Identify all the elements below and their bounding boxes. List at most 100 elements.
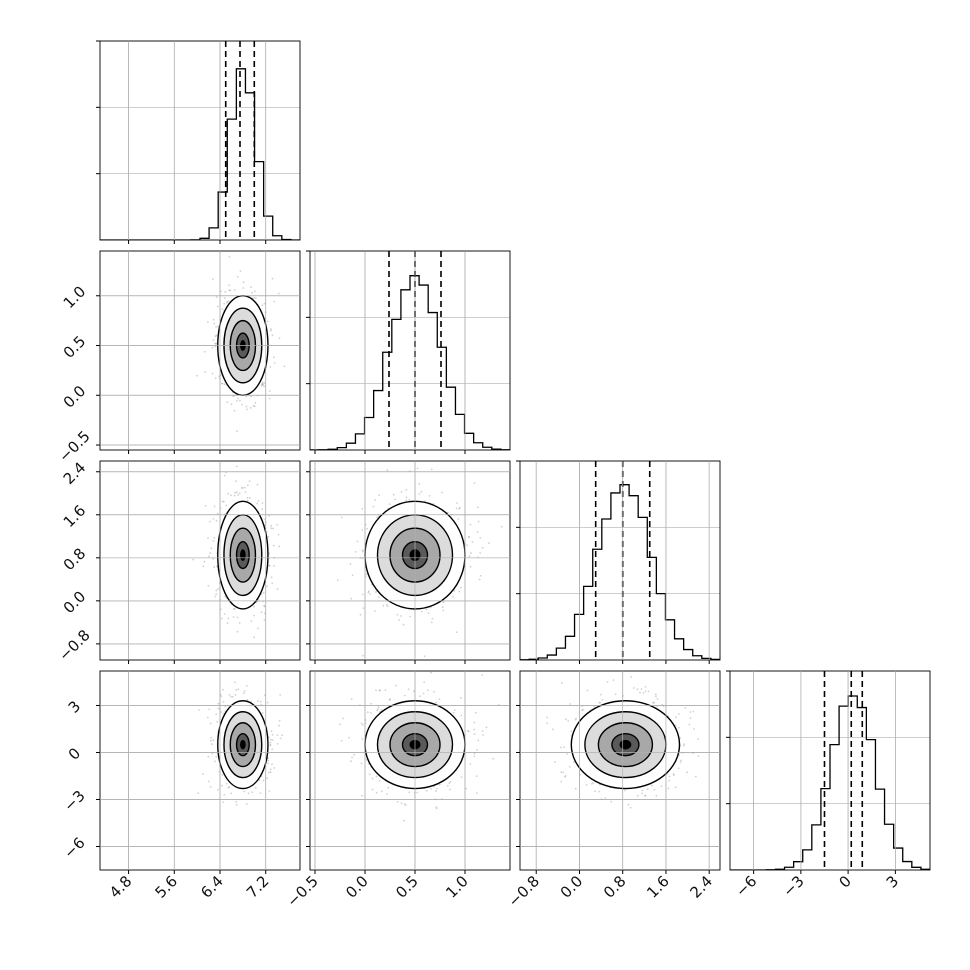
scatter-point — [270, 328, 272, 331]
scatter-point — [242, 281, 245, 284]
scatter-point — [683, 744, 685, 747]
scatter-point — [407, 688, 410, 691]
scatter-point — [267, 759, 270, 762]
scatter-point — [250, 395, 252, 398]
scatter-point — [261, 383, 263, 386]
scatter-point — [564, 775, 566, 778]
scatter-point — [221, 784, 223, 787]
scatter-point — [644, 686, 647, 688]
scatter-point — [564, 775, 567, 777]
scatter-point — [233, 409, 236, 412]
panel-frame — [309, 460, 511, 661]
scatter-point — [212, 318, 215, 321]
scatter-point — [223, 297, 226, 300]
scatter-point — [272, 356, 275, 359]
scatter-point — [279, 737, 282, 740]
scatter-point — [446, 784, 449, 787]
scatter-point — [435, 807, 438, 810]
scatter-point — [610, 800, 613, 803]
scatter-point — [269, 744, 271, 747]
scatter-point — [212, 540, 215, 542]
scatter-point — [652, 701, 654, 704]
scatter-point — [264, 694, 266, 697]
scatter-point — [245, 395, 248, 398]
scatter-point — [263, 619, 266, 621]
scatter-point — [366, 527, 368, 530]
scatter-point — [692, 710, 695, 713]
scatter-point — [269, 741, 272, 744]
scatter-point — [612, 679, 615, 681]
scatter-point — [232, 395, 234, 397]
scatter-point — [246, 408, 248, 411]
scatter-point — [213, 537, 216, 539]
scatter-point — [459, 696, 462, 699]
scatter-point — [268, 552, 271, 555]
scatter-point — [567, 720, 570, 722]
scatter-point — [217, 702, 220, 705]
scatter-point — [375, 591, 377, 593]
scatter-point — [360, 722, 363, 725]
scatter-point — [644, 794, 646, 797]
scatter-point — [688, 723, 691, 726]
scatter-point — [227, 492, 230, 495]
scatter-point — [348, 736, 350, 739]
scatter-point — [425, 608, 428, 611]
scatter-point — [624, 789, 626, 792]
scatter-point — [271, 763, 273, 765]
scatter-point — [215, 589, 218, 592]
scatter-point — [386, 605, 389, 608]
scatter-point — [473, 733, 476, 735]
scatter-point — [582, 708, 584, 711]
scatter-point — [213, 505, 216, 508]
scatter-point — [206, 716, 209, 719]
scatter-point — [478, 578, 481, 581]
scatter-point — [340, 516, 343, 519]
scatter-point — [217, 707, 220, 710]
scatter-point — [253, 405, 256, 408]
scatter-point — [351, 574, 354, 577]
histogram-step — [310, 275, 510, 450]
scatter-point — [572, 761, 575, 763]
panel-frame — [519, 460, 721, 661]
scatter-point — [455, 507, 458, 510]
scatter-point — [211, 743, 213, 746]
scatter-point — [396, 800, 399, 803]
scatter-point — [604, 797, 607, 799]
scatter-point — [574, 787, 577, 790]
panel-frame — [99, 670, 301, 871]
scatter-point — [242, 287, 245, 289]
scatter-point — [192, 558, 195, 561]
scatter-point — [258, 779, 261, 782]
scatter-point — [215, 334, 218, 337]
scatter-point — [693, 728, 695, 730]
scatter-point — [469, 523, 472, 526]
scatter-point — [215, 296, 218, 299]
scatter-point — [227, 300, 230, 302]
scatter-point — [554, 761, 556, 763]
scatter-point — [253, 290, 256, 293]
scatter-point — [220, 617, 223, 620]
scatter-point — [209, 552, 212, 554]
scatter-point — [686, 771, 689, 774]
scatter-point — [238, 622, 241, 624]
scatter-point — [272, 527, 274, 530]
scatter-point — [234, 607, 236, 610]
scatter-point — [208, 555, 210, 558]
scatter-point — [196, 374, 198, 377]
scatter-point — [267, 762, 269, 765]
scatter-point — [260, 611, 263, 614]
scatter-point — [689, 717, 692, 719]
scatter-point — [441, 606, 444, 609]
scatter-point — [405, 499, 407, 502]
scatter-point — [353, 753, 356, 756]
scatter-point — [272, 544, 275, 547]
scatter-point — [261, 382, 264, 385]
scatter-point — [377, 708, 379, 710]
scatter-point — [453, 709, 456, 711]
scatter-point — [262, 591, 265, 594]
scatter-point — [627, 803, 630, 806]
scatter-point — [413, 690, 415, 693]
scatter-point — [606, 681, 609, 683]
scatter-point — [574, 718, 577, 721]
